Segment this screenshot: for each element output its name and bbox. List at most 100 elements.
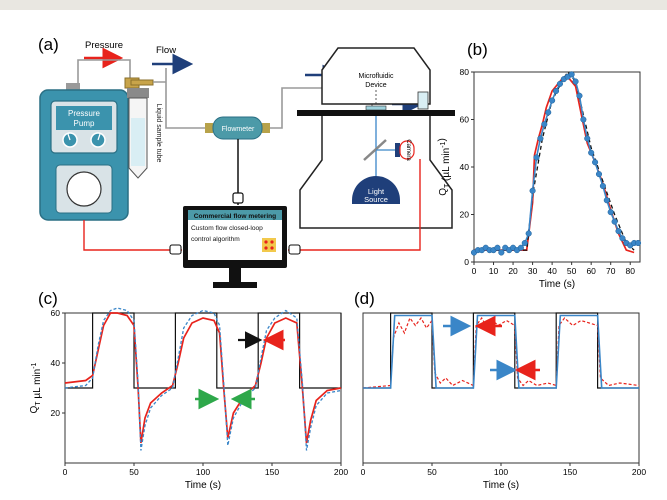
flow-label: Flow: [156, 45, 176, 56]
camera-icon: [399, 140, 415, 160]
series-line-d-2: [363, 314, 639, 389]
data-point: [611, 218, 618, 225]
y-tick-label: 60: [460, 115, 470, 125]
x-tick-label: 200: [334, 467, 348, 477]
data-point: [580, 116, 587, 123]
usb-connector-icon: [232, 192, 244, 204]
liquid-sample-tube: Liquid sample tube: [124, 77, 162, 179]
data-point: [549, 97, 556, 104]
controller-text-2: control algorithm: [191, 236, 240, 243]
plot-frame: [473, 71, 641, 263]
light-label-2: Source: [364, 195, 388, 204]
x-tick-label: 60: [586, 266, 596, 276]
data-point: [494, 244, 501, 251]
light-label-1: Light: [368, 187, 385, 196]
microfluidic-device: [365, 105, 387, 111]
chart-d: 0 50 100 150 200 Time (s): [361, 312, 646, 491]
data-point: [552, 87, 560, 95]
data-point: [568, 71, 575, 78]
pump-label-1: Pressure: [68, 109, 101, 118]
x-tick-label: 10: [489, 266, 499, 276]
y-tick-label: 80: [460, 67, 470, 77]
x-tick-label: 20: [508, 266, 518, 276]
x-tick-label: 150: [563, 467, 577, 477]
x-tick-label: 200: [632, 467, 646, 477]
y-tick-label: 20: [460, 210, 470, 220]
x-tick-label: 50: [427, 467, 437, 477]
x-tick-label: 70: [606, 266, 616, 276]
data-point: [607, 209, 614, 216]
series-line-c-1: [64, 312, 342, 444]
data-point: [545, 109, 552, 116]
pressure-pump: Pressure Pump: [39, 83, 129, 221]
data-point: [588, 149, 595, 156]
x-tick-label: 40: [547, 266, 557, 276]
x-tick-label: 0: [472, 266, 477, 276]
data-point: [619, 235, 626, 242]
series-line-d-0: [363, 312, 639, 389]
x-tick-label: 0: [63, 467, 68, 477]
data-point: [541, 121, 548, 128]
x-tick-label: 80: [626, 266, 636, 276]
data-point: [517, 244, 524, 251]
x-axis-label: Time (s): [539, 279, 575, 290]
pump-label-2: Pump: [74, 119, 95, 128]
microscope-stage: [297, 110, 455, 116]
air-tube: [77, 59, 131, 85]
controller-title: Commercial flow metering: [194, 213, 276, 220]
data-point: [533, 154, 540, 161]
data-point: [537, 135, 544, 142]
microscope: Microfluidic Device Camera Light Source: [297, 47, 455, 229]
panel-label-a: (a): [38, 35, 59, 54]
light-source-icon: [352, 176, 400, 204]
panel-label-d: (d): [354, 289, 375, 308]
chart-c: 0 50 100 150 200 20 40 60 Time (s) QT µL min-1: [29, 307, 348, 491]
data-point: [584, 135, 591, 142]
data-point: [595, 171, 603, 178]
x-tick-label: 150: [265, 467, 279, 477]
mirror-icon: [363, 139, 387, 161]
x-axis-label: Time (s): [483, 480, 519, 491]
data-point: [525, 230, 532, 237]
data-point: [599, 182, 606, 190]
data-point: [498, 249, 505, 256]
series-line-b-0: [474, 75, 635, 254]
camera-label: Camera: [405, 139, 411, 161]
x-tick-label: 50: [129, 467, 139, 477]
data-point: [576, 92, 583, 99]
y-tick-label: 60: [51, 308, 61, 318]
top-bar: [0, 0, 667, 10]
device-label-2: Device: [365, 82, 387, 89]
x-tick-label: 0: [361, 467, 366, 477]
data-point: [592, 159, 599, 166]
panel-label-c: (c): [38, 289, 58, 308]
flowmeter: Flowmeter: [205, 116, 270, 140]
controller-text-1: Custom flow closed-loop: [191, 225, 263, 232]
x-axis-label: Time (s): [185, 480, 221, 491]
y-axis-label: QT µL min-1: [29, 362, 43, 413]
pump-dial-icon: [66, 171, 102, 207]
y-tick-label: 20: [51, 408, 61, 418]
panel-label-b: (b): [467, 40, 488, 59]
x-tick-label: 50: [567, 266, 577, 276]
usb-connector-left-icon: [169, 244, 182, 255]
data-point: [529, 187, 536, 194]
data-point: [615, 228, 622, 235]
y-axis-label: QT (µL min-1): [437, 138, 452, 196]
data-point: [603, 197, 610, 204]
x-tick-label: 100: [494, 467, 508, 477]
data-point: [521, 239, 528, 247]
algorithm-grid-icon: [262, 238, 276, 252]
usb-connector-right-icon: [288, 244, 301, 255]
pressure-label: Pressure: [85, 40, 123, 51]
computer-monitor: Commercial flow metering Custom flow clo…: [183, 206, 287, 288]
chart-b: 0 10 20 30 40 50 60 70 80 0 20 40 60 80 Time (s) QT (µL…: [437, 67, 642, 290]
outlet-vial: [417, 91, 429, 110]
y-tick-label: 40: [460, 162, 470, 172]
tube-label: Liquid sample tube: [155, 104, 162, 163]
schematic-panel: (a) Pressure Pressure Pump: [38, 35, 455, 288]
y-tick-label: 40: [51, 358, 61, 368]
series-line-b-2: [473, 73, 638, 254]
x-tick-label: 30: [528, 266, 538, 276]
